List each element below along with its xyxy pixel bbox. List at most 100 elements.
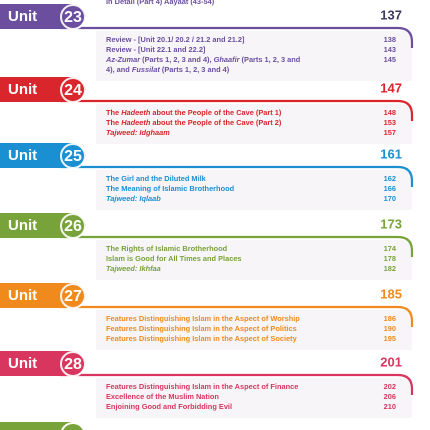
entry: Tajweed: Ikhfaa [106, 264, 161, 273]
entry-page: 190 [384, 324, 396, 333]
entry-page: 166 [384, 184, 396, 193]
entry-segment: Tajweed: Iqlaab [106, 194, 161, 203]
entries-panel [96, 240, 412, 280]
entry-segment: Ghaafir [214, 55, 241, 64]
entry: The Hadeeth about the People of the Cave… [106, 108, 282, 117]
entry: Excellence of the Muslim Nation [106, 392, 219, 401]
entries-panel [96, 31, 412, 81]
entry: Features Distinguishing Islam in the Asp… [106, 334, 298, 343]
entry-segment: Islam is Good for All Times and Places [106, 254, 242, 263]
entry: Features Distinguishing Islam in the Asp… [106, 324, 297, 333]
unit-block: Unit 23 137 Review - [Unit 20.1/ 20.2 / 21.… [0, 4, 414, 81]
unit-badge [61, 422, 85, 430]
unit-word: Unit [8, 8, 37, 25]
entry-segment: The [106, 108, 121, 117]
unit-block: Unit 25 161 The Girl and the Diluted Milk 16… [0, 143, 414, 210]
unit-badge [60, 77, 86, 103]
entry-segment: Tajweed: Idghaam [106, 128, 170, 137]
entry-segment: The Meaning of Islamic Brotherhood [106, 184, 235, 193]
divider [60, 26, 414, 48]
divider [60, 373, 414, 395]
divider [60, 165, 414, 187]
entry-segment: The Girl and the Diluted Milk [106, 174, 207, 183]
entry-segment: 4), and [106, 65, 132, 74]
entries-panel [96, 378, 412, 418]
entry: Islam is Good for All Times and Places [106, 254, 242, 263]
entry-segment: Hadeeth [121, 108, 151, 117]
entry: In Detail (Part 4) Aayaat (43-54) [106, 0, 215, 6]
entry-segment: The [106, 118, 121, 127]
entry-segment: Excellence of the Muslim Nation [106, 392, 219, 401]
entry-segment: (Parts 1, 2, 3 and 4), [140, 55, 214, 64]
entry: The Meaning of Islamic Brotherhood [106, 184, 235, 193]
entry-page: 174 [384, 244, 397, 253]
entry: Review - [Unit 22.1 and 22.2] [106, 45, 206, 54]
unit-badge [60, 213, 86, 239]
divider [60, 305, 414, 327]
entry-page: 210 [384, 402, 396, 411]
unit-word: Unit [8, 217, 37, 234]
unit-block: Unit 28 201 Features Distinguishing Islam i… [0, 351, 414, 418]
entry-segment: Az-Zumar [105, 55, 141, 64]
unit-page: 161 [380, 146, 402, 161]
unit-page: 185 [380, 286, 402, 301]
entry-segment: Features Distinguishing Islam in the Asp… [106, 382, 298, 391]
entry: The Hadeeth about the People of the Cave… [106, 118, 282, 127]
entry: Review - [Unit 20.1/ 20.2 / 21.2 and 21.… [106, 35, 245, 44]
unit-number: 25 [64, 148, 82, 165]
entry-page: 153 [384, 118, 396, 127]
entry-segment: (Parts 1, 2, 3 and 4) [160, 65, 230, 74]
entry-segment: Review - [Unit 22.1 and 22.2] [106, 45, 206, 54]
unit-badge [60, 351, 86, 377]
entry: The Rights of Islamic Brotherhood [106, 244, 228, 253]
entry-page: 170 [384, 194, 396, 203]
unit-badge [60, 4, 86, 30]
entry: Features Distinguishing Islam in the Asp… [106, 382, 298, 391]
entry-page: 138 [384, 35, 396, 44]
entry-page: 206 [384, 392, 396, 401]
unit-badge [60, 283, 86, 309]
entry: Tajweed: Iqlaab [106, 194, 161, 203]
entry: Enjoining Good and Forbidding Evil [106, 402, 232, 411]
entry-segment: Fussilat [132, 65, 160, 74]
unit-word: Unit [8, 355, 37, 372]
entry: 4), and Fussilat (Parts 1, 2, 3 and 4) [106, 65, 230, 74]
entry-segment: about the People of the Cave (Part 2) [150, 118, 282, 127]
entry-segment: Review - [Unit 20.1/ 20.2 / 21.2 and 21.… [106, 35, 245, 44]
entries-panel [96, 310, 412, 350]
entry-page: 178 [384, 254, 396, 263]
entry-page: 202 [384, 382, 396, 391]
unit-number: 28 [64, 356, 82, 373]
entry-segment: The Rights of Islamic Brotherhood [106, 244, 228, 253]
entry-page: 195 [384, 334, 396, 343]
unit-word: Unit [8, 147, 37, 164]
unit-page: 147 [380, 80, 402, 95]
unit-word: Unit [8, 81, 37, 98]
entry: Tajweed: Idghaam [106, 128, 170, 137]
divider [60, 99, 414, 121]
unit-number: 27 [64, 288, 82, 305]
entry-page: 182 [384, 264, 396, 273]
entry-segment: Enjoining Good and Forbidding Evil [106, 402, 232, 411]
entries-panel [96, 104, 412, 144]
unit-number: 26 [64, 218, 82, 235]
entry-segment: Features Distinguishing Islam in the Asp… [106, 314, 300, 323]
unit-block: Unit 27 185 Features Distinguishing Islam i… [0, 283, 414, 350]
entry-segment: Tajweed: Ikhfaa [106, 264, 161, 273]
unit-page: 137 [380, 7, 402, 22]
entry-page: 162 [384, 174, 396, 183]
unit-block: Unit 24 147 The Hadeeth about the People of… [0, 77, 414, 144]
unit-number: 23 [64, 9, 82, 26]
entry-page: 157 [384, 128, 396, 137]
unit-number: 24 [64, 82, 82, 99]
unit-block: Unit 26 173 The Rights of Islamic Brotherho… [0, 213, 414, 280]
entry: Az-Zumar (Parts 1, 2, 3 and 4), Ghaafir … [105, 55, 301, 64]
entry-page: 143 [384, 45, 396, 54]
entry: The Girl and the Diluted Milk [106, 174, 207, 183]
entry-segment: Features Distinguishing Islam in the Asp… [106, 334, 298, 343]
entry-segment: Hadeeth [121, 118, 151, 127]
entry-segment: about the People of the Cave (Part 1) [150, 108, 282, 117]
entry-page: 186 [384, 314, 396, 323]
unit-page: 201 [380, 354, 402, 369]
